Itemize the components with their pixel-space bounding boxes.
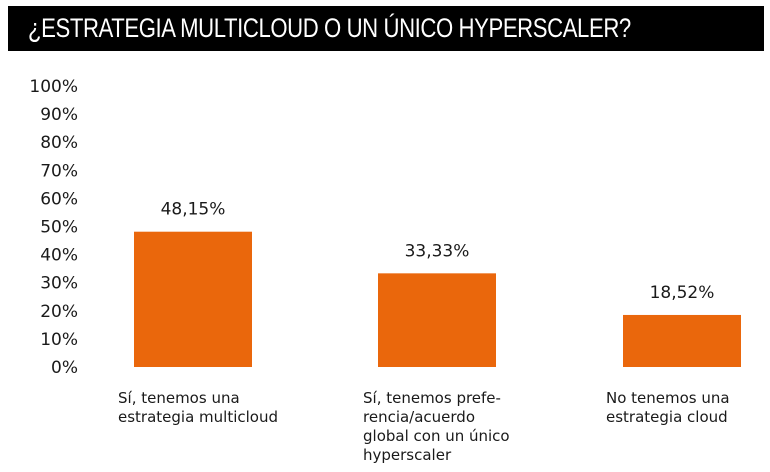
bar — [623, 314, 741, 367]
y-tick-label: 60% — [40, 189, 78, 209]
chart-title: ¿ESTRATEGIA MULTICLOUD O UN ÚNICO HYPERS… — [28, 13, 631, 43]
y-tick-label: 30% — [40, 274, 78, 294]
y-tick-label: 40% — [40, 246, 78, 266]
title-bar: ¿ESTRATEGIA MULTICLOUD O UN ÚNICO HYPERS… — [8, 6, 764, 51]
bar — [378, 273, 496, 367]
category-label-no-strategy: No tenemos una estrategia cloud — [606, 389, 730, 426]
y-tick-label: 0% — [51, 358, 78, 378]
category-label-single-hyperscaler: Sí, tenemos prefe- rencia/acuerdo global… — [363, 389, 510, 464]
y-tick-label: 90% — [40, 105, 78, 125]
y-tick-label: 10% — [40, 330, 78, 350]
y-tick-label: 50% — [40, 218, 78, 238]
category-label-multicloud: Sí, tenemos una estrategia multicloud — [118, 389, 278, 426]
data-label: 33,33% — [405, 241, 470, 261]
data-label: 48,15% — [161, 200, 226, 220]
data-label: 18,52% — [650, 283, 715, 303]
y-tick-label: 20% — [40, 302, 78, 322]
y-tick-label: 80% — [40, 133, 78, 153]
bar — [134, 231, 252, 367]
y-tick-label: 70% — [40, 161, 78, 181]
y-tick-label: 100% — [29, 77, 78, 97]
